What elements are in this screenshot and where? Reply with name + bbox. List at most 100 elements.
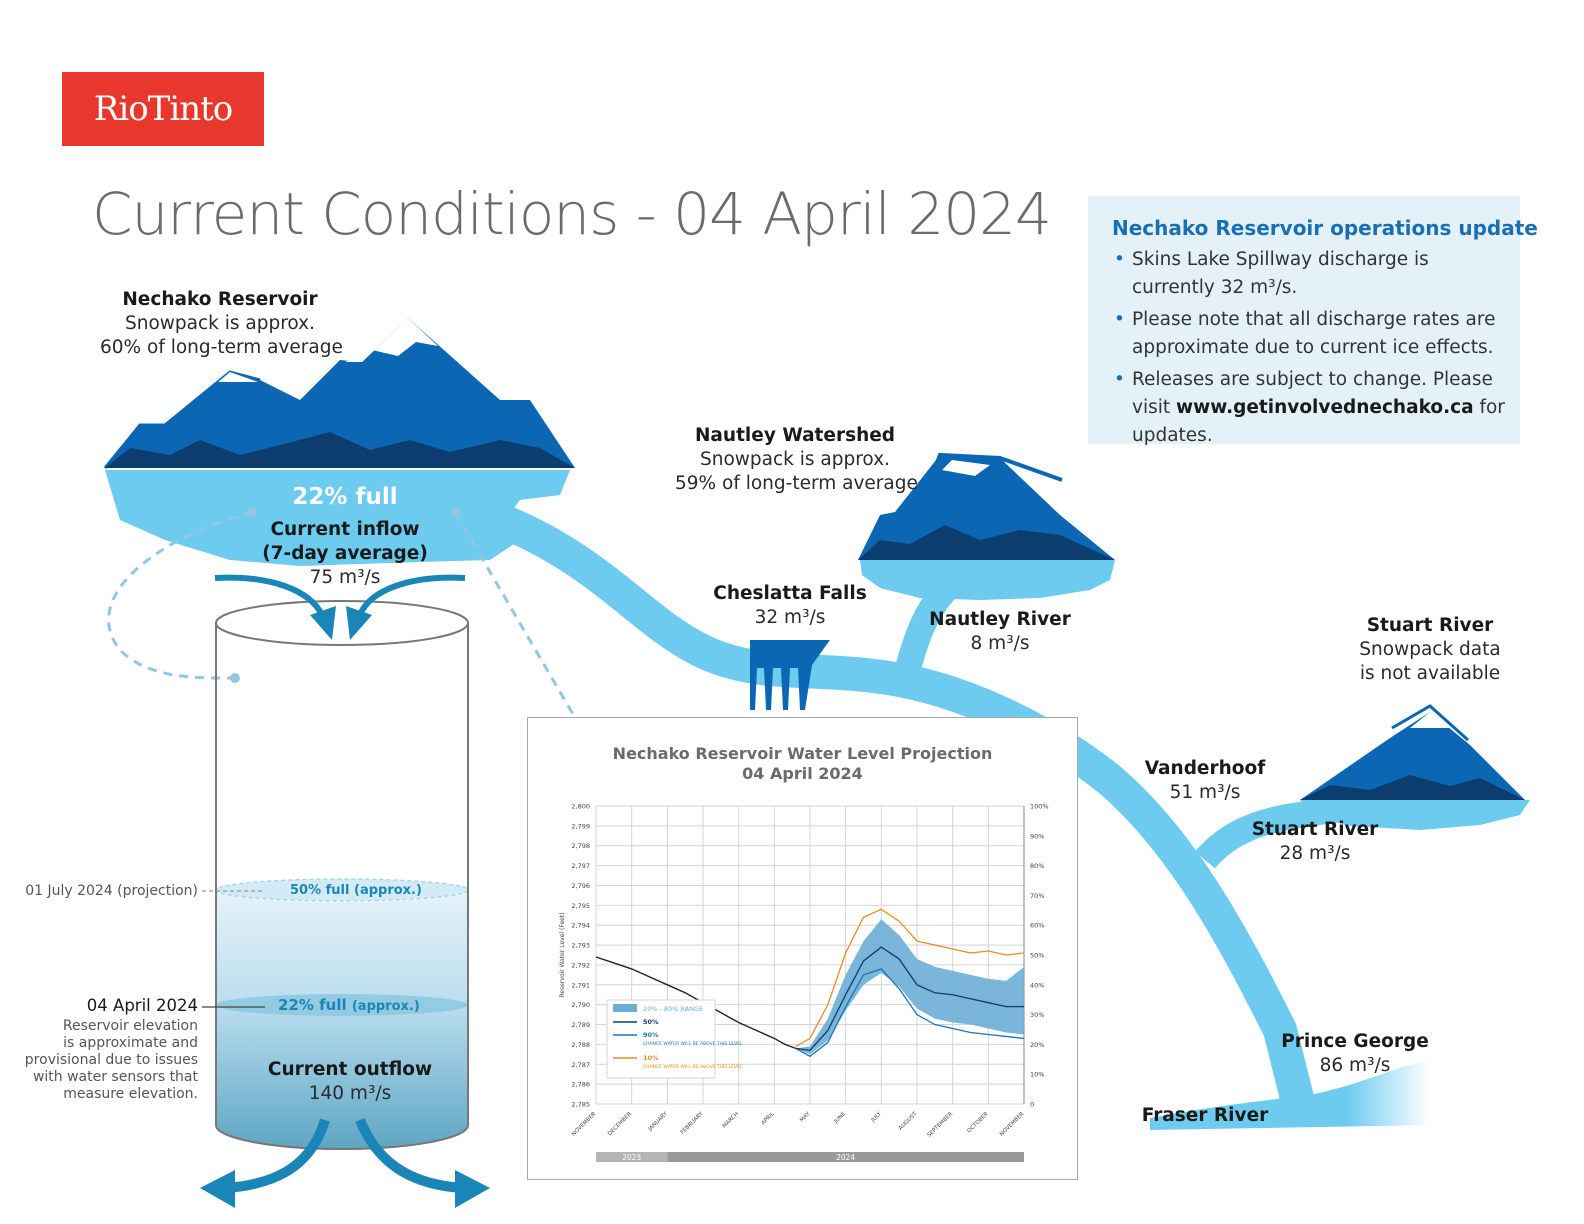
chart-title: Nechako Reservoir Water Level Projection (612, 744, 993, 763)
x-tick-label: AUGUST (898, 1111, 919, 1132)
outflow-title: Current outflow (267, 1059, 433, 1080)
inflow-arrows-icon (214, 574, 466, 617)
nautley-ws-line1: Snowpack is approx. (699, 449, 891, 470)
p50-line (795, 946, 1024, 1052)
ops-item-3: Releases are subject to change. Please v… (1112, 366, 1512, 450)
y2-tick-label: 80% (1030, 862, 1044, 870)
cur-level-suffix: (approx.) (351, 999, 420, 1014)
y-tick-label: 2,795 (571, 902, 590, 910)
y-tick-label: 2,788 (571, 1041, 590, 1049)
legend-p10-sub: CHANCE WATER WILL BE ABOVE THIS LEVEL (643, 1064, 743, 1070)
ops-item-3-text: Releases are subject to change. Please v… (1132, 369, 1493, 418)
y2-tick-label: 20% (1030, 1041, 1044, 1049)
nautley-river-value: 8 m³/s (970, 633, 1030, 654)
x-tick-label: JULY (870, 1111, 883, 1124)
legend-p90-sub: CHANCE WATER WILL BE ABOVE THIS LEVEL (643, 1041, 743, 1047)
x-tick-label: FEBRUARY (680, 1111, 705, 1136)
x-tick-label: MAY (799, 1111, 812, 1124)
y-tick-label: 2,790 (571, 1001, 590, 1009)
legend-range: 20% - 80% RANGE (643, 1005, 703, 1013)
y2-tick-label: 50% (1030, 952, 1044, 960)
inflow-title: Current inflow (270, 519, 420, 540)
y-tick-label: 2,793 (571, 942, 590, 950)
y2-tick-label: 100% (1030, 803, 1049, 811)
nechako-mountains-icon (103, 318, 575, 469)
nautley-lake (860, 560, 1115, 600)
range-band (795, 919, 1024, 1055)
chart-svg: 2,800 2,799 2,798 2,797 2,796 2,795 2,794 2,793… (559, 803, 1049, 1162)
nautley-river-label: Nautley River 8 m³/s (920, 608, 1080, 656)
y-tick-label: 2,791 (571, 981, 590, 989)
ops-item-2: Please note that all discharge rates are… (1112, 306, 1512, 362)
prince-george-value: 86 m³/s (1319, 1055, 1391, 1076)
legend-swatch-range (613, 1004, 637, 1012)
rio-tinto-logo: RioTinto (62, 72, 264, 146)
vanderhoof-name: Vanderhoof (1144, 758, 1266, 779)
ops-link[interactable]: www.getinvolvednechako.ca (1176, 397, 1474, 418)
stuart-river-name: Stuart River (1251, 819, 1379, 840)
nechako-name: Nechako Reservoir (122, 289, 318, 310)
y2-tick-label: 60% (1030, 922, 1044, 930)
current-level-ellipse (216, 994, 468, 1016)
y2-tick-label: 30% (1030, 1011, 1044, 1019)
elevation-note: Reservoir elevation is approximate and p… (24, 1018, 198, 1102)
nautley-river-name: Nautley River (929, 609, 1071, 630)
stuart-river-value: 28 m³/s (1279, 843, 1351, 864)
waterfall-icon (750, 640, 830, 710)
fraser-river-label: Fraser River (1125, 1104, 1285, 1128)
y-tick-label: 2,797 (571, 862, 590, 870)
x-tick-label: APRIL (760, 1111, 776, 1127)
x-tick-label: DECEMBER (607, 1111, 633, 1137)
water-level-chart: Nechako Reservoir Water Level Projection… (527, 717, 1078, 1180)
year-bar-2023 (596, 1152, 668, 1162)
legend-box (606, 999, 716, 1079)
chart-subtitle: 04 April 2024 (742, 764, 863, 783)
chart-title-block: Nechako Reservoir Water Level Projection… (528, 744, 1077, 784)
nautley-ws-line2: 59% of long-term average (675, 473, 918, 494)
legend-p10: 10% (643, 1054, 659, 1062)
vanderhoof-label: Vanderhoof 51 m³/s (1130, 757, 1280, 805)
x-tick-label: OCTOBER (966, 1111, 989, 1134)
y2-tick-label: 70% (1030, 892, 1044, 900)
x-tick-label: MARCH (722, 1111, 740, 1129)
prince-george-name: Prince George (1281, 1031, 1429, 1052)
inflow-label: Current inflow (7-day average) 75 m³/s (245, 518, 445, 590)
proj-level-suffix: (approx.) (354, 883, 422, 898)
stuart-mountains-icon (1300, 704, 1525, 800)
operations-update-panel: Nechako Reservoir operations update Skin… (1088, 196, 1538, 446)
y2-tick-label: 0 (1030, 1101, 1034, 1109)
y-tick-label: 2,794 (571, 922, 590, 930)
y-tick-label: 2,789 (571, 1021, 590, 1029)
ops-heading: Nechako Reservoir operations update (1112, 216, 1538, 240)
fraser-name: Fraser River (1141, 1105, 1269, 1126)
outflow-label: Current outflow 140 m³/s (250, 1058, 450, 1106)
y2-tick-label: 40% (1030, 981, 1044, 989)
cheslatta-name: Cheslatta Falls (713, 583, 867, 604)
year-label-2024: 2024 (836, 1153, 855, 1162)
p10-line (795, 908, 1025, 1047)
x-tick-label: NOVEMBER (999, 1111, 1026, 1138)
reservoir-full-label: 22% full (292, 484, 398, 510)
p90-line (795, 968, 1025, 1058)
ops-list: Skins Lake Spillway discharge is current… (1112, 246, 1512, 454)
inflow-value: 75 m³/s (309, 567, 381, 588)
nechako-line1: Snowpack is approx. (124, 313, 316, 334)
legend-p90: 90% (643, 1031, 659, 1039)
projection-level-label: 50% full (approx.) (290, 883, 422, 898)
reservoir-tank (215, 600, 469, 1150)
y2-tick-label: 10% (1030, 1071, 1044, 1079)
nautley-ws-name: Nautley Watershed (694, 425, 896, 446)
y-tick-label: 2,799 (571, 822, 590, 830)
stuart-ws-name: Stuart River (1366, 615, 1494, 636)
year-bar-2024 (667, 1152, 1024, 1162)
outflow-arrows-icon (224, 1118, 463, 1193)
cheslatta-label: Cheslatta Falls 32 m³/s (700, 582, 880, 630)
nechako-label: Nechako Reservoir Snowpack is approx. 60… (100, 288, 343, 360)
current-level-label: 22% full (approx.) (278, 996, 420, 1014)
connector-lines (107, 510, 597, 753)
x-tick-label: NOVEMBER (571, 1111, 598, 1138)
y-tick-label: 2,800 (571, 803, 590, 811)
ops-item-1: Skins Lake Spillway discharge is current… (1112, 246, 1512, 302)
y-tick-label: 2,798 (571, 842, 590, 850)
